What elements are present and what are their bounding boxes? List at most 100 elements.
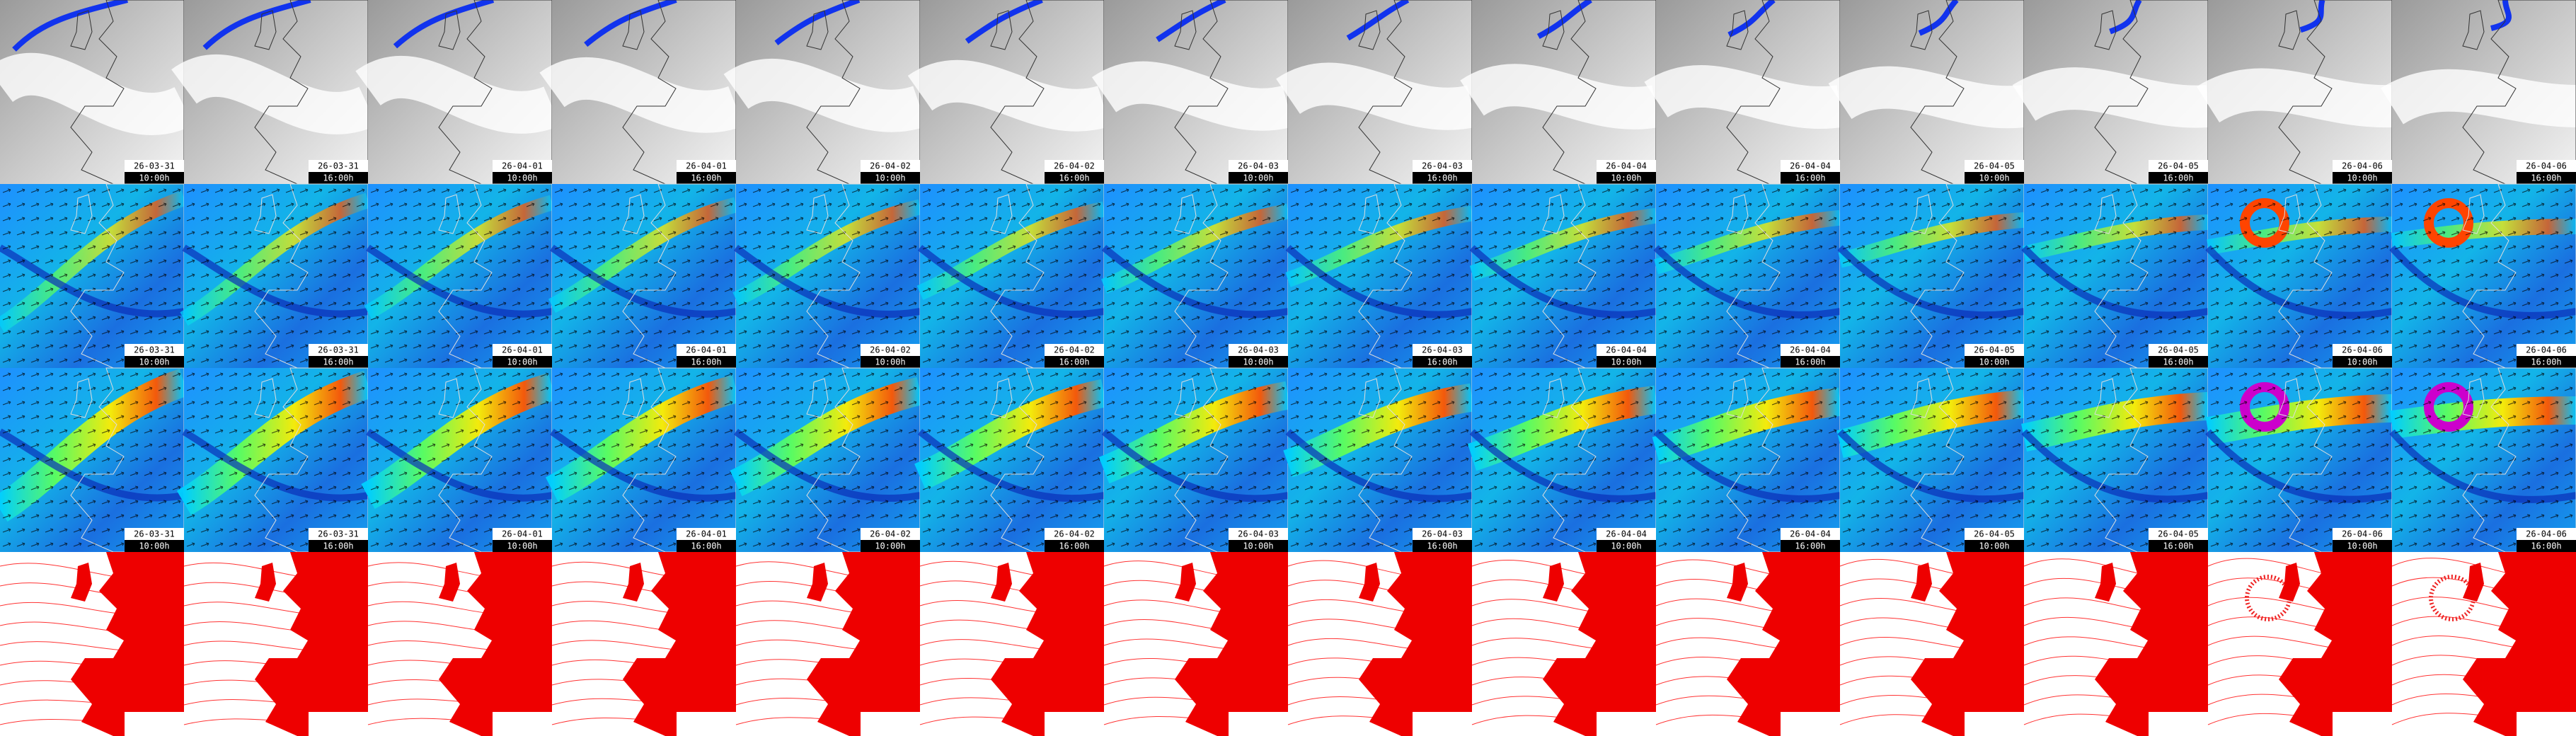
panel-date: 26-04-06 <box>2342 161 2383 171</box>
map-panel: 26-04-03 16:00h <box>1283 367 1475 553</box>
panel-date: 26-04-03 <box>1422 529 1463 539</box>
panel-date: 26-04-06 <box>2526 345 2567 355</box>
wind-arrows <box>1472 184 1656 368</box>
panel-time: 16:00h <box>2163 173 2193 183</box>
panel-time: 16:00h <box>2531 541 2561 551</box>
label-bg <box>861 528 920 540</box>
moisture-band <box>1918 0 1959 36</box>
map-panel: 26-04-05 10:00h <box>1828 0 2027 185</box>
label-bg-dark <box>2333 724 2392 736</box>
panel-time: 16:00h <box>1427 357 1457 367</box>
wind-arrows <box>2024 368 2208 552</box>
label-bg-dark <box>1413 540 1472 552</box>
map-panel: 26-04-03 10:00h <box>1100 183 1289 369</box>
panel-time: 10:00h <box>507 541 537 551</box>
label-bg <box>1229 160 1288 172</box>
map-panel <box>1655 552 1841 736</box>
map-panel: 26-04-04 16:00h <box>1653 183 1841 369</box>
cloud-white <box>539 57 744 133</box>
moisture-band <box>1346 0 1410 41</box>
moisture-band <box>202 0 311 50</box>
panel-time: 16:00h <box>691 173 721 183</box>
panel-date: 26-04-05 <box>1974 529 2015 539</box>
map-panel <box>1839 552 2025 736</box>
panel-date: 26-04-01 <box>686 345 727 355</box>
map-panel <box>183 552 369 736</box>
panel-time: 10:00h <box>139 173 169 183</box>
label-bg <box>1597 712 1656 724</box>
map-panel: 26-04-02 16:00h <box>916 183 1106 369</box>
land <box>2095 552 2208 736</box>
wind-arrows <box>184 368 368 552</box>
panel-date: 26-04-01 <box>502 529 543 539</box>
panel-time: 16:00h <box>1795 357 1825 367</box>
label-bg <box>677 344 736 356</box>
label-bg <box>1965 712 2024 724</box>
label-bg <box>309 160 368 172</box>
panel-time: 10:00h <box>1979 541 2009 551</box>
panel-date: 26-04-03 <box>1422 345 1463 355</box>
label-bg-dark <box>1597 540 1656 552</box>
map-panel: 26-04-06 10:00h <box>2205 367 2393 553</box>
label-bg-dark <box>493 172 552 184</box>
panel-time: 16:00h <box>1427 541 1457 551</box>
label-bg <box>2149 528 2208 540</box>
wind-arrows <box>736 184 920 368</box>
label-bg-dark <box>861 356 920 368</box>
panel-date: 26-03-31 <box>318 529 359 539</box>
cloud-white <box>723 58 927 132</box>
label-bg <box>1781 528 1840 540</box>
label-bg <box>1597 528 1656 540</box>
map-panel: 26-03-31 16:00h <box>180 183 371 369</box>
moisture-band <box>584 0 677 47</box>
label-bg-dark <box>2333 356 2392 368</box>
label-bg-dark <box>2149 356 2208 368</box>
cloud-white <box>1644 65 1844 129</box>
label-bg-dark <box>1229 356 1288 368</box>
moisture-band <box>1727 0 1776 38</box>
wind-arrows <box>184 184 368 368</box>
label-bg-dark <box>309 356 368 368</box>
panel-date: 26-04-06 <box>2526 161 2567 171</box>
label-bg <box>1597 160 1656 172</box>
panel-date: 26-04-03 <box>1422 161 1463 171</box>
label-bg-dark <box>1229 724 1288 736</box>
label-bg-dark <box>1597 172 1656 184</box>
panel-time: 10:00h <box>1243 541 1273 551</box>
label-bg-dark <box>2517 540 2576 552</box>
map-panel: 26-04-06 10:00h <box>2196 0 2393 185</box>
panel-date: 26-04-05 <box>2158 161 2199 171</box>
moisture-band <box>1536 0 1592 40</box>
label-bg <box>1045 712 1104 724</box>
label-bg <box>1045 528 1104 540</box>
panel-date: 26-04-02 <box>870 529 911 539</box>
panel-date: 26-03-31 <box>134 345 175 355</box>
label-bg-dark <box>125 172 184 184</box>
panel-time: 10:00h <box>1611 357 1641 367</box>
wind-arrows <box>1656 368 1840 552</box>
panel-time: 10:00h <box>1611 173 1641 183</box>
label-bg-dark <box>861 540 920 552</box>
map-panel: 26-04-03 10:00h <box>1098 367 1291 553</box>
label-bg-dark <box>493 540 552 552</box>
map-panel <box>919 552 1105 736</box>
label-bg-dark <box>493 356 552 368</box>
label-bg-dark <box>2333 172 2392 184</box>
label-bg <box>2333 528 2392 540</box>
label-bg-dark <box>1781 724 1840 736</box>
panel-time: 10:00h <box>875 173 905 183</box>
map-panel: 26-04-04 16:00h <box>1652 367 1842 553</box>
land <box>991 552 1104 736</box>
label-bg <box>493 160 552 172</box>
label-bg <box>1781 712 1840 724</box>
panel-time: 16:00h <box>323 541 353 551</box>
label-bg-dark <box>309 172 368 184</box>
land <box>1911 552 2024 736</box>
label-bg-dark <box>1413 172 1472 184</box>
cloud-white <box>0 52 194 135</box>
map-panel: 26-04-01 16:00h <box>539 0 744 185</box>
map-panel <box>1287 552 1473 736</box>
panel-date: 26-03-31 <box>134 529 175 539</box>
label-bg <box>125 528 184 540</box>
map-panel: 26-04-03 10:00h <box>1091 0 1294 185</box>
